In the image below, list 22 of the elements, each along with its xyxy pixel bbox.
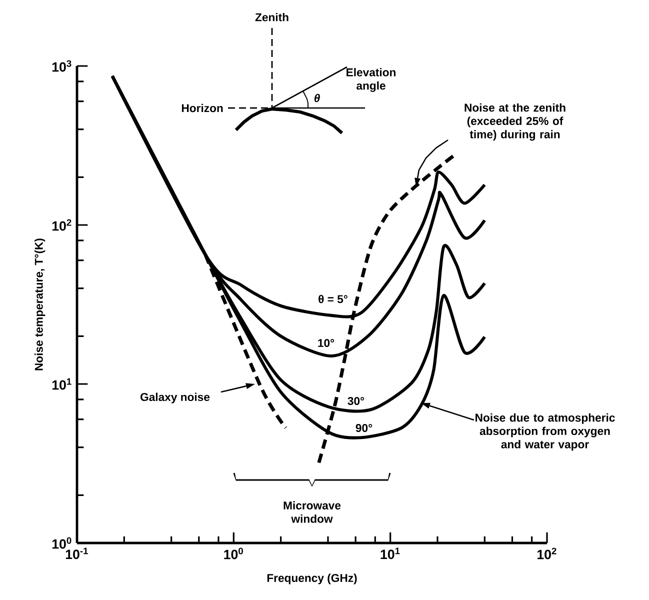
- series-label: 30°: [348, 396, 364, 406]
- x-tick-label: 10$^{0}$: [224, 548, 243, 560]
- text: Galaxy noise: [140, 392, 210, 404]
- annotation: θ: [314, 94, 320, 102]
- y-tick-label: 10$^{1}$: [52, 378, 72, 390]
- annotation: Noise due to atmospheric absorption from oxygen and water vapor: [476, 413, 615, 451]
- x-tick-label: 10$^{-1}$: [66, 548, 88, 560]
- annotation: Microwave window: [284, 501, 341, 523]
- y-tick-label: 10$^{3}$: [52, 60, 72, 72]
- series-label: Noise at the zenith (exceeded 25% of time) during rain: [464, 103, 566, 141]
- annotation: Elevation angle: [346, 68, 396, 92]
- series-label: 10°: [318, 338, 334, 348]
- series-label: 90°: [356, 424, 372, 432]
- y-tick-label: 10$^{0}$: [52, 537, 72, 549]
- x-tick-label: 10$^{2}$: [537, 548, 556, 560]
- x-axis-title: Frequency (GHz): [267, 574, 357, 584]
- y-tick-label: 10$^{2}$: [52, 219, 72, 231]
- text: Zenith: [255, 12, 288, 22]
- x-tick-label: 10$^{1}$: [380, 548, 400, 560]
- series-label: θ = 5°: [318, 294, 348, 304]
- y-axis-title: Noise temperature, T°(K): [34, 238, 46, 370]
- annotation: Horizon: [182, 104, 223, 112]
